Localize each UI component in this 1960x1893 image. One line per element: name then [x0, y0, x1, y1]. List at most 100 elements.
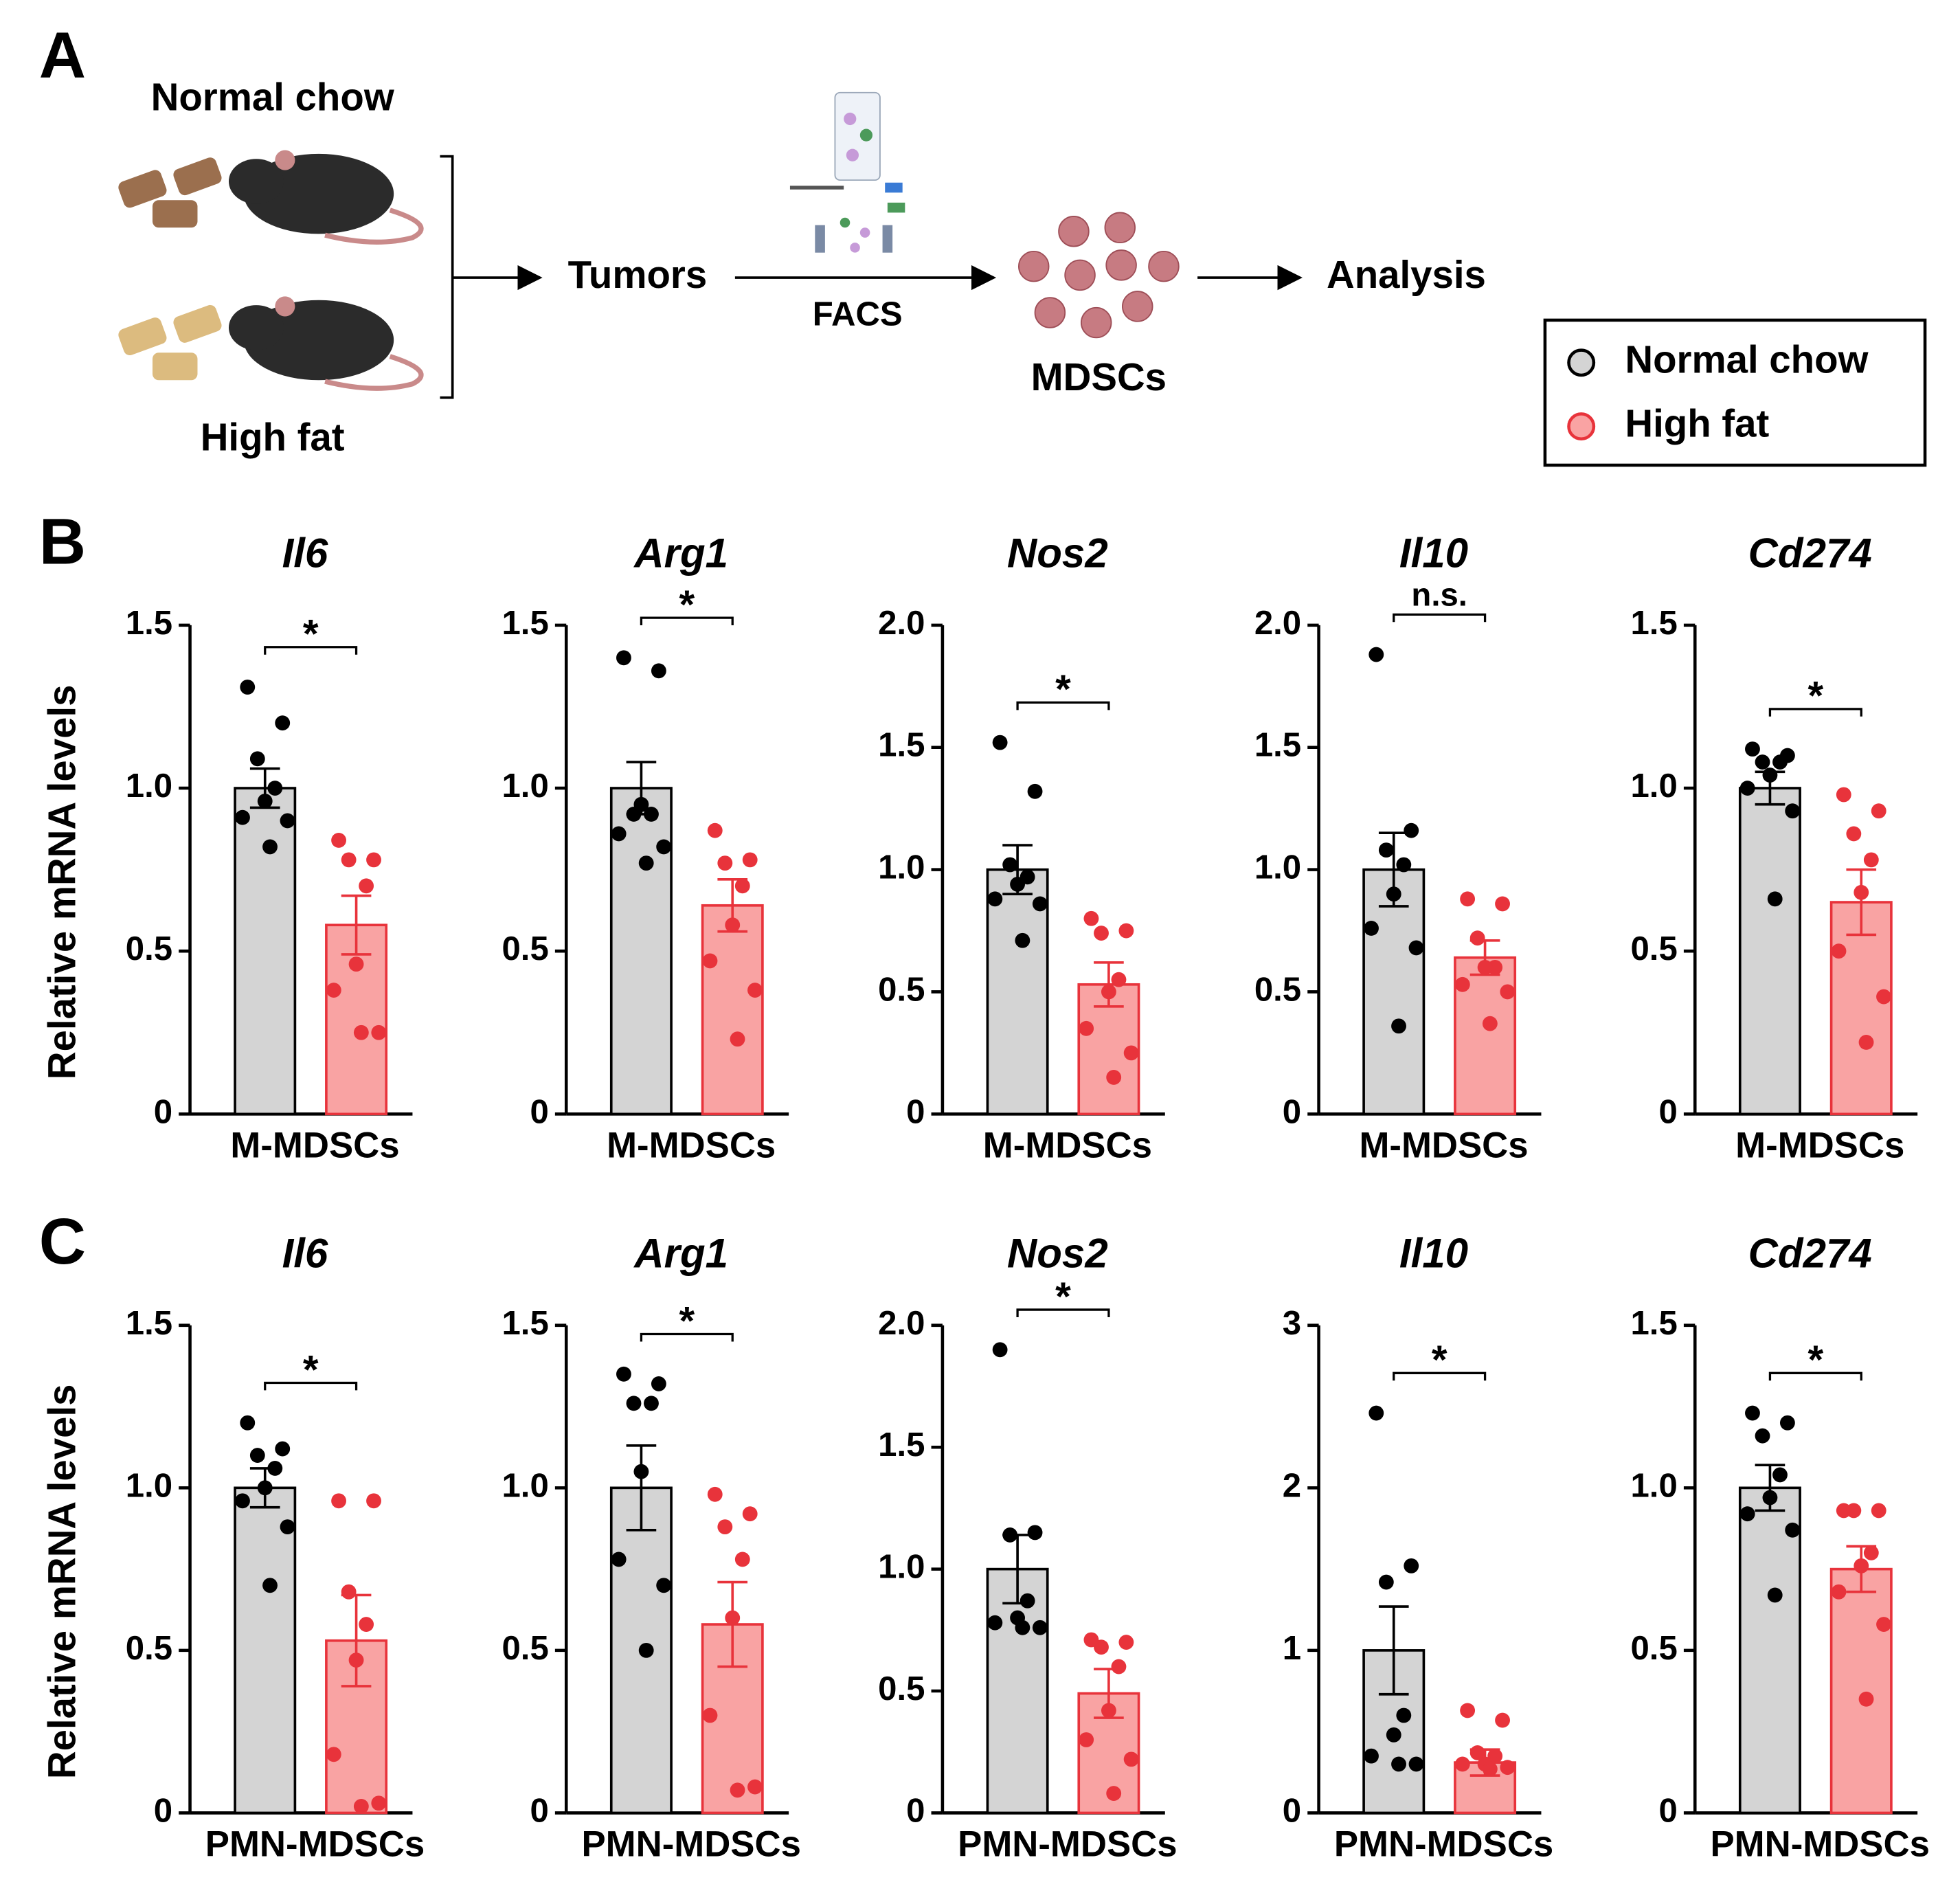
mouse — [228, 150, 424, 245]
y-tick-label: 2.0 — [1254, 605, 1301, 642]
data-point — [1101, 1703, 1116, 1718]
data-point — [1396, 1707, 1412, 1723]
data-point — [1762, 768, 1778, 783]
data-point — [1010, 877, 1026, 892]
y-tick-label: 0 — [1658, 1792, 1677, 1829]
significance-label: * — [303, 1347, 319, 1392]
data-point — [1002, 1527, 1018, 1543]
data-point — [1876, 1617, 1891, 1632]
bar-chart: Arg1 0 0.5 1.0 1.5 PMN-MDSCs * — [502, 1231, 800, 1865]
data-point — [331, 1493, 347, 1509]
y-tick-label: 1.5 — [878, 1426, 925, 1464]
bar — [1738, 1486, 1801, 1815]
data-point — [1408, 1756, 1424, 1772]
significance-label: * — [1432, 1338, 1448, 1382]
data-point — [1368, 1405, 1384, 1421]
data-point — [747, 1779, 763, 1795]
data-point — [366, 852, 381, 868]
chow-pellets — [118, 157, 222, 228]
bar — [234, 787, 297, 1116]
step-label: Tumors — [568, 253, 708, 296]
significance-bracket — [264, 646, 358, 655]
data-point — [1745, 741, 1760, 757]
y-tick-label: 1.0 — [1254, 849, 1301, 886]
data-point — [262, 839, 278, 855]
diagram: Normal chow High fat Tumors FA — [118, 76, 1486, 459]
y-tick-label: 0.5 — [878, 971, 925, 1008]
data-point — [725, 917, 741, 933]
x-axis-label: M-MDSCs — [1359, 1125, 1528, 1165]
data-point — [341, 852, 357, 868]
chart-title: Nos2 — [1007, 1231, 1108, 1277]
data-point — [1469, 930, 1485, 946]
data-point — [1495, 896, 1510, 912]
data-point — [257, 794, 273, 809]
data-point — [1767, 891, 1783, 907]
y-tick-label: 0.5 — [878, 1670, 925, 1707]
data-point — [1094, 1639, 1109, 1655]
significance-bracket — [640, 616, 734, 626]
bracket — [440, 155, 454, 399]
data-point — [1391, 1018, 1406, 1034]
data-point — [348, 1653, 364, 1668]
chart-title: Arg1 — [633, 1231, 728, 1277]
error-bar — [1378, 1605, 1409, 1696]
significance-bracket — [264, 1381, 358, 1391]
data-point — [1094, 926, 1109, 941]
bar-chart: Nos2 0 0.5 1.0 1.5 2.0 M-MDSCs * — [878, 530, 1165, 1165]
data-point — [1854, 884, 1869, 900]
data-point — [1460, 891, 1476, 907]
y-tick-label: 1.0 — [126, 768, 172, 805]
data-point — [702, 953, 718, 969]
legend-label: High fat — [1625, 401, 1769, 445]
y-tick-label: 1.5 — [1631, 1305, 1678, 1342]
significance-bracket — [640, 1332, 734, 1342]
data-point — [1469, 1745, 1485, 1760]
data-point — [702, 1707, 718, 1723]
data-point — [326, 1747, 341, 1762]
data-point — [326, 983, 341, 998]
y-tick-label: 0.5 — [502, 1630, 548, 1667]
bar — [701, 904, 764, 1116]
y-tick-label: 0 — [530, 1093, 548, 1130]
data-point — [240, 1415, 256, 1431]
data-point — [1500, 1760, 1516, 1776]
y-tick-label: 0.5 — [126, 930, 172, 967]
y-tick-label: 0 — [530, 1792, 548, 1829]
x-axis-label: PMN-MDSCs — [1710, 1824, 1929, 1864]
legend-box — [1543, 318, 1927, 467]
chart-title: Il6 — [282, 530, 328, 576]
y-tick-label: 0 — [154, 1792, 172, 1829]
data-point — [1408, 940, 1424, 956]
y-tick-label: 0.5 — [1631, 1630, 1678, 1667]
bar-chart: Arg1 0 0.5 1.0 1.5 M-MDSCs * — [502, 530, 789, 1165]
y-tick-label: 1 — [1283, 1630, 1301, 1667]
data-point — [1106, 1786, 1122, 1801]
data-point — [1386, 1727, 1401, 1743]
data-point — [1477, 959, 1493, 975]
y-axis-label: Relative mRNA levels — [41, 684, 84, 1079]
data-point — [341, 1584, 357, 1600]
y-tick-label: 0.5 — [126, 1630, 172, 1667]
data-point — [1460, 1703, 1476, 1718]
x-axis-label: PMN-MDSCs — [958, 1824, 1177, 1864]
data-point — [651, 663, 666, 679]
significance-label: * — [1808, 674, 1824, 719]
y-tick-label: 2 — [1283, 1467, 1301, 1504]
data-point — [1364, 1748, 1379, 1764]
legend: Normal chow High fat — [1543, 318, 1927, 467]
data-point — [240, 680, 256, 695]
y-tick-label: 1.5 — [1254, 727, 1301, 764]
y-tick-label: 1.0 — [1631, 768, 1678, 805]
data-point — [1831, 943, 1847, 959]
y-tick-label: 1.5 — [502, 1305, 548, 1342]
data-point — [1111, 1659, 1127, 1674]
data-point — [1755, 1428, 1770, 1444]
data-point — [280, 813, 295, 829]
y-tick-label: 2.0 — [878, 605, 925, 642]
y-tick-label: 1.5 — [126, 1305, 172, 1342]
panel-label: A — [39, 19, 86, 91]
data-point — [616, 1366, 631, 1382]
facs-icon — [789, 91, 905, 253]
